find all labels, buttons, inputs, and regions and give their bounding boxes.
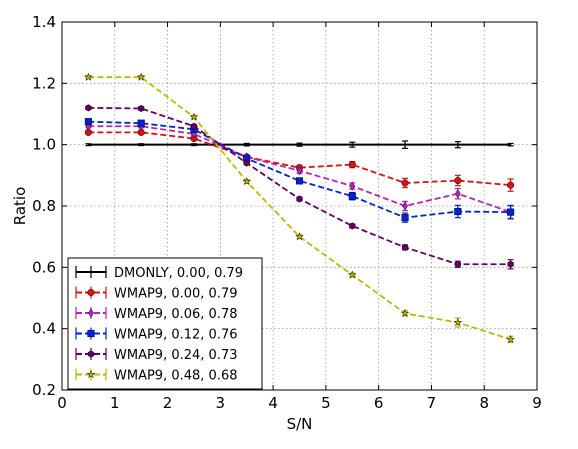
data-point: [242, 176, 252, 186]
series-line: [88, 106, 511, 266]
data-point: [507, 208, 515, 216]
x-tick-label: 5: [321, 394, 331, 412]
x-tick-label: 7: [427, 394, 437, 412]
series-line: [88, 76, 511, 341]
data-point: [453, 317, 463, 327]
data-point: [296, 165, 303, 176]
series-1: [85, 140, 514, 149]
data-point: [507, 181, 515, 189]
data-point: [400, 308, 410, 318]
y-tick-label: 0.6: [32, 258, 56, 276]
x-tick-label: 6: [374, 394, 384, 412]
legend-item: WMAP9, 0.00, 0.79: [75, 286, 238, 302]
series-5: [85, 104, 514, 270]
legend-label: DMONLY, 0.00, 0.79: [114, 266, 243, 281]
y-tick-label: 1.4: [32, 13, 56, 31]
series-line: [88, 120, 511, 219]
data-point: [348, 161, 356, 169]
data-point: [189, 112, 199, 121]
legend-label: WMAP9, 0.06, 0.78: [114, 307, 238, 322]
plot-data: [83, 72, 516, 344]
series-3: [85, 121, 514, 219]
data-point: [349, 181, 356, 191]
data-point: [506, 334, 516, 344]
legend-box: [67, 257, 263, 390]
x-tick-label: 0: [57, 394, 67, 412]
y-tick-label: 1.2: [32, 74, 56, 92]
data-point: [455, 188, 461, 199]
data-point: [348, 192, 356, 200]
y-tick-label: 0.4: [32, 320, 56, 338]
data-point: [243, 159, 250, 167]
data-point: [136, 72, 146, 82]
legend-item: WMAP9, 0.24, 0.73: [75, 348, 238, 363]
series-6: [83, 72, 516, 344]
legend-item: WMAP9, 0.48, 0.68: [75, 368, 238, 384]
legend-label: WMAP9, 0.24, 0.73: [114, 348, 238, 363]
data-point: [87, 288, 95, 297]
legend-item: WMAP9, 0.12, 0.76: [75, 327, 238, 343]
data-point: [137, 119, 145, 127]
y-tick-label: 1.0: [32, 136, 56, 154]
x-axis-title: S/N: [287, 415, 313, 433]
series-line: [88, 131, 511, 187]
data-point: [88, 308, 94, 318]
data-point: [84, 118, 92, 126]
y-tick-label: 0.2: [32, 381, 56, 399]
data-point: [190, 122, 198, 130]
x-tick-label: 2: [163, 394, 173, 412]
legend: DMONLY, 0.00, 0.79 WMAP9, 0.00, 0.79 WMAP9…: [67, 257, 263, 390]
data-point: [295, 231, 304, 241]
data-point: [83, 72, 93, 82]
data-point: [85, 104, 92, 112]
x-tick-label: 1: [110, 394, 120, 412]
x-tick-label: 9: [532, 394, 542, 412]
data-point: [347, 270, 357, 279]
data-point: [296, 195, 303, 203]
x-tick-label: 3: [216, 394, 226, 412]
data-point: [454, 260, 461, 268]
x-tick-label: 4: [268, 394, 278, 412]
data-point: [349, 222, 356, 230]
data-point: [87, 350, 95, 358]
data-point: [402, 201, 408, 211]
data-point: [295, 177, 304, 185]
x-tick-label: 8: [479, 394, 489, 412]
data-point: [87, 329, 95, 338]
legend-label: WMAP9, 0.48, 0.68: [114, 369, 238, 384]
legend-item: WMAP9, 0.06, 0.78: [75, 307, 238, 322]
data-point: [401, 214, 409, 222]
y-tick-label: 0.8: [32, 197, 56, 215]
data-point: [454, 207, 462, 216]
data-point: [454, 176, 462, 185]
data-point: [401, 243, 409, 251]
legend-label: WMAP9, 0.00, 0.79: [114, 287, 238, 302]
y-axis-title: Ratio: [11, 187, 29, 226]
legend-item: DMONLY, 0.00, 0.79: [75, 266, 243, 281]
data-point: [138, 104, 145, 113]
data-point: [507, 260, 514, 268]
legend-label: WMAP9, 0.12, 0.76: [114, 328, 238, 343]
data-point: [86, 369, 96, 379]
data-point: [401, 179, 409, 187]
